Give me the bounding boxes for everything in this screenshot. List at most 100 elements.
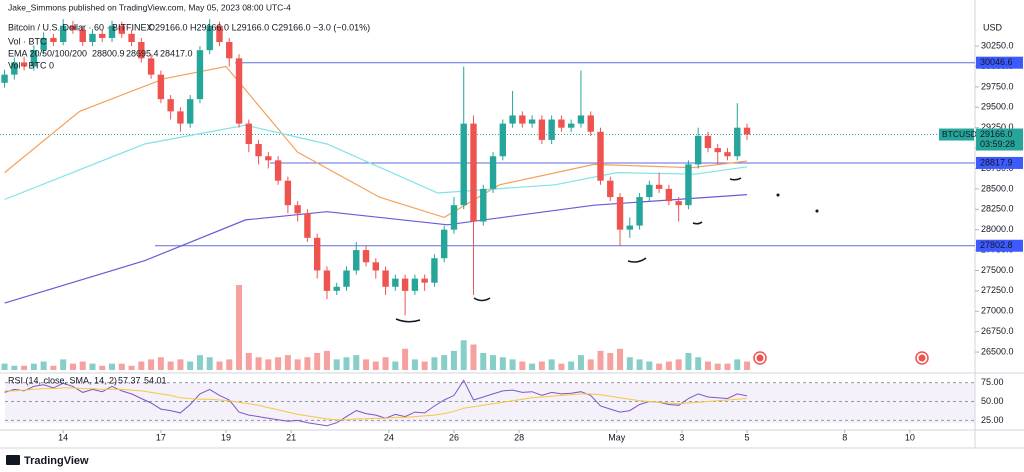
legend-ohlc: O29166.0 H29166.0 L29166.0 C29166.0 −3.0… <box>148 22 370 32</box>
symbol-label-box <box>939 128 974 141</box>
volume-bar <box>30 363 37 370</box>
level-label-box <box>976 156 1023 169</box>
candle-body <box>743 127 751 135</box>
drawing <box>627 257 647 263</box>
candle-body <box>128 33 135 43</box>
volume-bar <box>304 357 311 370</box>
candle-body <box>382 270 389 287</box>
volume-bar <box>714 363 721 370</box>
candle-body <box>538 119 546 140</box>
symbol-label: BTCUSD <box>942 129 977 139</box>
candle-body <box>11 62 18 75</box>
legend-ema: EMA 20/50/100/200 <box>8 48 87 58</box>
candle-body <box>577 115 585 124</box>
annotations <box>395 177 819 323</box>
candle-body <box>509 115 516 124</box>
volume-bar <box>636 359 643 370</box>
legend-ema-value: 28800.9 <box>92 48 125 58</box>
candle-body <box>675 201 682 206</box>
candle-body <box>489 156 497 189</box>
candle-body <box>587 115 594 132</box>
event-icon[interactable] <box>753 351 767 365</box>
volume-bar <box>402 348 409 370</box>
volume-bar <box>343 357 350 370</box>
rsi-sma-line <box>4 387 748 421</box>
candle-body <box>304 213 311 238</box>
volume-bar <box>79 361 86 370</box>
volume-bar <box>177 359 184 370</box>
volume-bar <box>353 355 360 370</box>
x-tick-label: 24 <box>384 432 394 442</box>
volume-bar <box>382 357 389 370</box>
publisher: Jake_Simmons published on TradingView.co… <box>8 2 291 12</box>
volume-bar <box>724 363 731 370</box>
y-tick-label: 28250.0 <box>981 204 1014 214</box>
price-label: 29166.0 <box>980 129 1013 139</box>
ema-line <box>4 65 748 219</box>
rsi-band <box>5 383 975 423</box>
level-label: 27802.8 <box>980 240 1013 250</box>
volume-bar <box>441 355 448 370</box>
volume-bar <box>490 355 497 370</box>
volume-bar <box>607 353 614 370</box>
candle-body <box>470 123 477 222</box>
candle-body <box>138 42 145 59</box>
volume-bar <box>363 359 370 370</box>
candle-body <box>724 152 731 157</box>
candle-body <box>157 74 165 100</box>
candle-body <box>30 50 38 67</box>
volume-bar <box>294 359 301 370</box>
candle-body <box>499 123 507 157</box>
drawing <box>815 209 819 213</box>
candle-body <box>284 180 292 206</box>
rsi-tick-label: 75.00 <box>981 377 1004 387</box>
volume-bar <box>656 363 663 370</box>
candle-body <box>245 123 252 145</box>
y-tick-label: 27000.0 <box>981 306 1014 316</box>
volume-bar <box>577 355 584 370</box>
volume-bar <box>265 359 272 370</box>
volume-bar <box>529 363 536 370</box>
y-tick-label: 28000.0 <box>981 224 1014 234</box>
candle-body <box>69 25 77 30</box>
ema-line <box>4 194 748 304</box>
level-label-box <box>976 239 1023 252</box>
volume-bar <box>568 361 575 370</box>
volume-bar <box>187 361 194 370</box>
candle-body <box>265 156 272 161</box>
volume-bar <box>157 357 164 370</box>
volume-bar <box>665 361 672 370</box>
candle-body <box>607 180 614 198</box>
candle-body <box>548 119 555 140</box>
volume-bar <box>470 344 477 370</box>
y-tick-label: 29750.0 <box>981 81 1014 91</box>
candle-body <box>206 25 213 51</box>
event-icon[interactable] <box>915 351 929 365</box>
x-tick-label: 26 <box>449 432 459 442</box>
volume-bar <box>89 363 96 370</box>
drawing <box>395 318 421 323</box>
candle-body <box>694 135 702 165</box>
rsi-line <box>4 379 748 427</box>
countdown-label: 03:59:28 <box>980 139 1015 149</box>
volume-bar <box>236 285 243 370</box>
volume-bar <box>128 365 135 370</box>
candle-body <box>147 58 155 75</box>
candle-body <box>734 127 741 157</box>
candle-body <box>79 29 86 43</box>
price-label-box <box>976 128 1023 151</box>
volume-bar <box>40 361 47 370</box>
ema-line <box>4 124 748 201</box>
currency-label: USD <box>983 22 1003 32</box>
rsi-tick-label: 50.00 <box>981 396 1004 406</box>
candle-body <box>567 123 575 128</box>
legend-ema-value: 28695.4 <box>126 48 159 58</box>
legend-symbol: Bitcoin / U.S. Dollar · 60 · BITFINEX <box>8 22 153 32</box>
volume-bar <box>109 363 116 370</box>
y-tick-label: 27500.0 <box>981 265 1014 275</box>
volume-bar <box>167 361 174 370</box>
candle-body <box>401 278 409 291</box>
volume-bar <box>450 350 457 370</box>
candle-body <box>685 164 692 206</box>
x-tick-label: 8 <box>842 432 847 442</box>
